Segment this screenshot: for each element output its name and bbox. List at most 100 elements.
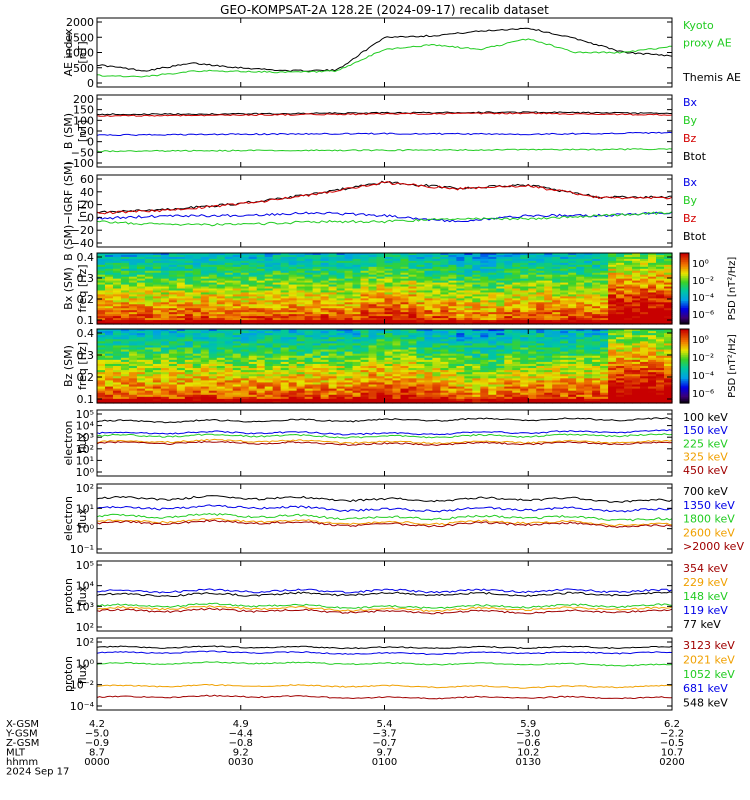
spectrogram-cell	[168, 270, 178, 274]
spectrogram-cell	[168, 318, 178, 321]
colorbar-segment	[680, 260, 689, 263]
spectrogram-cell	[168, 337, 178, 340]
spectrogram-cell	[328, 286, 338, 290]
spectrogram-cell	[344, 380, 354, 384]
spectrogram-cell	[104, 384, 114, 388]
spectrogram-cell	[256, 329, 266, 332]
spectrogram-cell	[280, 370, 290, 373]
spectrogram-cell	[208, 306, 218, 309]
spectrogram-cell	[328, 278, 338, 282]
spectrogram-cell	[368, 284, 378, 288]
spectrogram-cell	[400, 384, 410, 388]
spectrogram-cell	[584, 260, 593, 264]
spectrogram-cell	[608, 314, 617, 317]
spectrogram-cell	[640, 286, 649, 290]
spectrogram-cell	[656, 314, 665, 317]
spectrogram-cell	[392, 396, 402, 400]
spectrogram-cell	[280, 280, 290, 284]
spectrogram-cell	[232, 292, 242, 296]
spectrogram-cell	[144, 329, 154, 332]
spectrogram-cell	[97, 398, 106, 402]
spectrogram-cell	[520, 380, 529, 384]
spectrogram-cell	[104, 258, 114, 262]
spectrogram-cell	[448, 376, 457, 379]
spectrogram-cell	[360, 400, 370, 404]
spectrogram-cell	[504, 366, 513, 369]
spectrogram-cell	[448, 368, 457, 371]
spectrogram-cell	[376, 351, 386, 355]
spectrogram-cell	[360, 282, 370, 286]
spectrogram-cell	[536, 304, 545, 307]
spectrogram-cell	[520, 396, 529, 400]
spectrogram-cell	[272, 339, 282, 342]
spectrogram-cell	[368, 366, 378, 369]
spectrogram-cell	[152, 390, 162, 394]
spectrogram-cell	[160, 304, 170, 307]
spectrogram-cell	[464, 368, 473, 371]
spectrogram-cell	[416, 359, 426, 363]
spectrogram-cell	[616, 314, 625, 317]
spectrogram-cell	[472, 380, 481, 384]
spectrogram-cell	[176, 359, 186, 363]
spectrogram-cell	[200, 392, 210, 396]
spectrogram-cell	[128, 290, 138, 294]
spectrogram-cell	[432, 300, 442, 303]
spectrogram-cell	[312, 386, 322, 390]
spectrogram-cell	[128, 390, 138, 394]
spectrogram-cell	[512, 253, 521, 256]
spectrogram-cell	[312, 308, 322, 311]
spectrogram-cell	[176, 339, 186, 342]
legend-entry: Kyoto	[683, 19, 714, 32]
spectrogram-cell	[136, 339, 146, 342]
spectrogram-cell	[520, 258, 529, 262]
spectrogram-cell	[176, 361, 186, 365]
spectrogram-cell	[97, 347, 106, 351]
spectrogram-cell	[288, 300, 298, 303]
spectrogram-cell	[384, 300, 394, 303]
spectrogram-cell	[512, 347, 521, 351]
spectrogram-cell	[192, 296, 202, 299]
spectrogram-cell	[328, 316, 338, 319]
spectrogram-cell	[344, 294, 354, 297]
spectrogram-cell	[224, 400, 234, 404]
spectrogram-cell	[552, 361, 561, 365]
spectrogram-cell	[240, 341, 250, 344]
spectrogram-cell	[616, 268, 625, 272]
spectrogram-cell	[416, 392, 426, 396]
spectrogram-cell	[592, 292, 601, 296]
spectrogram-cell	[400, 312, 410, 315]
spectrogram-cell	[200, 368, 210, 371]
spectrogram-cell	[168, 398, 178, 402]
spectrogram-cell	[120, 256, 130, 260]
spectrogram-cell	[472, 339, 481, 342]
spectrogram-cell	[584, 347, 593, 351]
spectrogram-cell	[504, 278, 513, 282]
spectrogram-cell	[176, 396, 186, 400]
spectrogram-cell	[472, 258, 481, 262]
spectrogram-cell	[480, 256, 489, 260]
spectrogram-cell	[376, 335, 386, 338]
spectrogram-cell	[120, 318, 130, 321]
spectrogram-cell	[120, 253, 130, 256]
y-tick-label: 0	[87, 136, 94, 149]
spectrogram-cell	[144, 380, 154, 384]
spectrogram-cell	[544, 357, 553, 361]
spectrogram-cell	[264, 329, 274, 332]
spectrogram-cell	[528, 394, 537, 398]
spectrogram-cell	[104, 396, 114, 400]
spectrogram-cell	[256, 392, 266, 396]
spectrogram-cell	[408, 270, 418, 274]
spectrogram-cell	[320, 310, 330, 313]
y-tick-label: 1500	[66, 31, 94, 44]
spectrogram-cell	[280, 382, 290, 386]
spectrogram-cell	[296, 333, 306, 336]
spectrogram-cell	[472, 366, 481, 369]
spectrogram-cell	[128, 329, 138, 332]
spectrogram-cell	[312, 256, 322, 260]
spectrogram-cell	[216, 258, 226, 262]
spectrogram-cell	[224, 386, 234, 390]
spectrogram-cell	[576, 349, 585, 353]
spectrogram-cell	[256, 286, 266, 290]
spectrogram-cell	[256, 333, 266, 336]
spectrogram-cell	[336, 384, 346, 388]
